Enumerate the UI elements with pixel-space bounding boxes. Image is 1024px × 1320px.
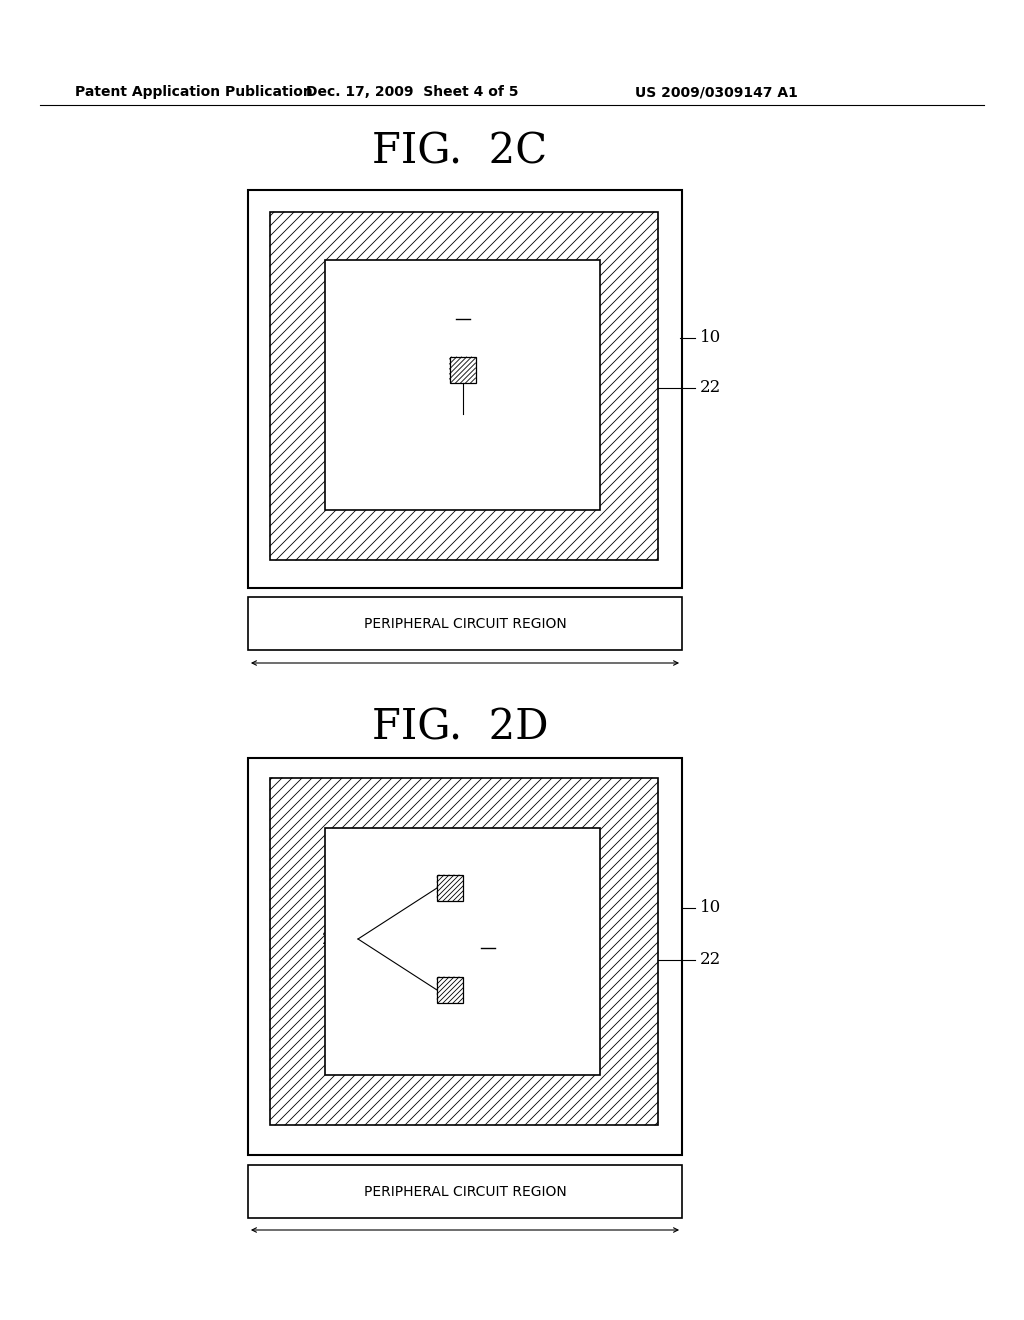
Text: US 2009/0309147 A1: US 2009/0309147 A1 <box>635 84 798 99</box>
Text: 22: 22 <box>700 380 721 396</box>
Text: B: B <box>481 931 496 948</box>
Text: PERIPHERAL CIRCUIT REGION: PERIPHERAL CIRCUIT REGION <box>364 1184 566 1199</box>
Bar <box>248 190 682 587</box>
Text: 10: 10 <box>700 330 721 346</box>
Bar <box>248 597 682 649</box>
Bar <box>437 875 463 902</box>
Bar <box>437 977 463 1003</box>
Bar <box>270 777 658 1125</box>
Text: FIG.  2D: FIG. 2D <box>372 708 548 748</box>
Bar <box>325 828 600 1074</box>
Text: 23d: 23d <box>323 931 354 948</box>
Bar <box>325 260 600 510</box>
Text: 10: 10 <box>700 899 721 916</box>
Bar <box>270 213 658 560</box>
Text: Patent Application Publication: Patent Application Publication <box>75 84 312 99</box>
Text: FIG.  2C: FIG. 2C <box>373 131 548 173</box>
Text: 23c: 23c <box>447 413 478 430</box>
Text: PERIPHERAL CIRCUIT REGION: PERIPHERAL CIRCUIT REGION <box>364 616 566 631</box>
Text: B: B <box>456 301 470 319</box>
Bar <box>248 758 682 1155</box>
Text: Dec. 17, 2009  Sheet 4 of 5: Dec. 17, 2009 Sheet 4 of 5 <box>306 84 518 99</box>
Bar <box>450 356 475 383</box>
Text: 22: 22 <box>700 952 721 969</box>
Bar <box>248 1166 682 1218</box>
